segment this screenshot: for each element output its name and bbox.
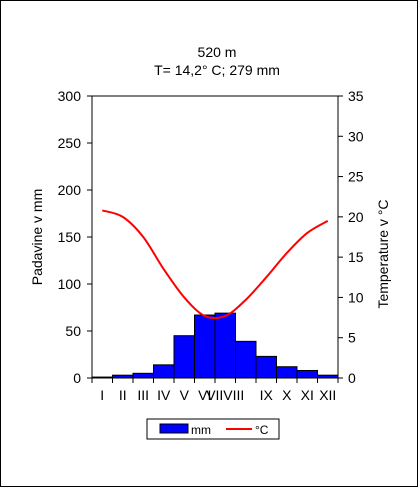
y-axis-label-left: Padavine v mm: [29, 189, 45, 285]
left-tick-label: 150: [58, 229, 82, 245]
x-tick-label: III: [137, 387, 149, 403]
bar-VIII: [235, 340, 257, 379]
right-tick-label: 0: [348, 370, 356, 386]
x-tick-label: I: [100, 387, 104, 403]
x-tick-label: II: [119, 387, 127, 403]
legend-line-label: °C: [255, 423, 269, 437]
left-tick-label: 50: [65, 323, 81, 339]
legend-bar-label: mm: [191, 423, 211, 437]
chart-title: 520 m: [198, 44, 237, 60]
left-axis: 0 50 100 150 200 250 300: [58, 88, 92, 386]
right-tick-label: 25: [348, 169, 364, 185]
x-tick-label: X: [282, 387, 292, 403]
temperature-line: [101, 209, 329, 320]
x-tick-label: XI: [301, 387, 314, 403]
precipitation-bars: [91, 312, 339, 379]
y-axis-label-right: Temperature v °C: [375, 199, 391, 308]
bar-I: [91, 376, 113, 379]
x-tick-label: V: [180, 387, 190, 403]
bar-VII: [214, 312, 236, 379]
bar-XII: [317, 374, 339, 379]
left-tick-label: 100: [58, 276, 82, 292]
right-axis: 0 5 10 15 20 25 30 35: [338, 88, 364, 386]
right-tick-label: 20: [348, 209, 364, 225]
x-tick-label: IV: [157, 387, 171, 403]
temperature-series-line: [101, 209, 329, 320]
x-tick-label: VIIVIII: [206, 387, 244, 403]
legend: mm °C: [146, 418, 280, 440]
bar-III: [132, 372, 154, 379]
x-tick-label: XII: [319, 387, 336, 403]
left-tick-label: 250: [58, 135, 82, 151]
left-tick-label: 200: [58, 182, 82, 198]
right-tick-label: 35: [348, 88, 364, 104]
bar-IX: [255, 355, 277, 379]
bar-V: [173, 335, 195, 379]
bar-VI: [194, 314, 216, 379]
right-tick-label: 10: [348, 289, 364, 305]
right-tick-label: 30: [348, 128, 364, 144]
left-tick-label: 300: [58, 88, 82, 104]
right-tick-label: 15: [348, 249, 364, 265]
bar-XI: [296, 369, 318, 379]
left-tick-label: 0: [73, 370, 81, 386]
legend-bar-swatch: [159, 423, 189, 434]
bar-II: [112, 374, 134, 379]
right-tick-label: 5: [348, 330, 356, 346]
bar-X: [276, 366, 298, 379]
x-tick-label: VI: [198, 387, 211, 403]
x-tick-label: IX: [260, 387, 274, 403]
bar-IV: [153, 364, 175, 379]
chart-subtitle: T= 14,2° C; 279 mm: [154, 62, 280, 78]
